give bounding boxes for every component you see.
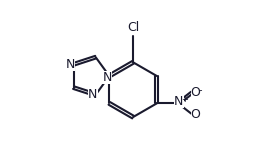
Text: -: - [198, 85, 202, 95]
Text: +: + [181, 95, 188, 104]
Text: O: O [191, 108, 200, 121]
Text: N: N [102, 71, 112, 84]
Text: N: N [88, 88, 98, 101]
Text: N: N [174, 95, 184, 108]
Text: Cl: Cl [127, 21, 139, 34]
Text: N: N [66, 58, 75, 71]
Text: O: O [191, 86, 200, 99]
